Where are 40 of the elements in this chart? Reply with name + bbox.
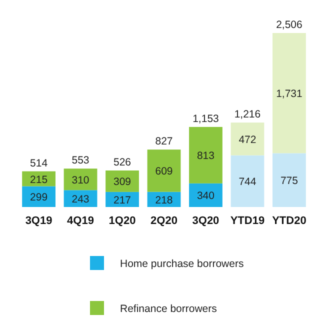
bar [106, 192, 139, 207]
bar [22, 186, 56, 207]
data-label: 309 [113, 176, 132, 188]
bar [272, 153, 306, 207]
x-tick-label: 3Q19 [25, 215, 52, 227]
total-label: 526 [113, 156, 132, 168]
x-tick-label: YTD20 [272, 215, 306, 227]
bar [272, 33, 306, 154]
total-label: 1,216 [234, 108, 261, 121]
total-label: 2,506 [276, 19, 303, 31]
data-label: 744 [238, 176, 256, 188]
data-label: 340 [196, 190, 215, 202]
bar [189, 183, 222, 207]
legend-label: Refinance borrowers [120, 303, 217, 315]
data-label: 310 [72, 174, 90, 186]
data-label: 1,731 [276, 88, 303, 100]
x-tick-label: 1Q20 [108, 215, 136, 227]
total-label: 514 [30, 157, 48, 170]
x-tick-label: 2Q20 [150, 215, 178, 227]
bar [147, 150, 181, 192]
bar [106, 170, 139, 192]
data-label: 775 [280, 175, 298, 188]
x-tick-label: 4Q19 [67, 215, 94, 227]
data-label: 299 [30, 192, 48, 204]
bar [230, 122, 264, 156]
x-tick-label: 3Q20 [192, 215, 220, 227]
data-label: 218 [155, 194, 173, 206]
bar [230, 155, 264, 207]
x-tick-label: YTD19 [230, 215, 265, 227]
data-label: 215 [30, 174, 48, 186]
total-label: 1,153 [192, 112, 220, 125]
bar [189, 126, 222, 184]
total-label: 553 [72, 154, 90, 167]
data-label: 472 [238, 134, 256, 146]
legend-label: Home purchase borrowers [120, 258, 244, 270]
total-label: 827 [155, 136, 173, 148]
data-label: 813 [196, 150, 215, 162]
data-label: 609 [155, 166, 173, 178]
data-label: 217 [113, 194, 132, 206]
data-label: 243 [72, 194, 90, 206]
